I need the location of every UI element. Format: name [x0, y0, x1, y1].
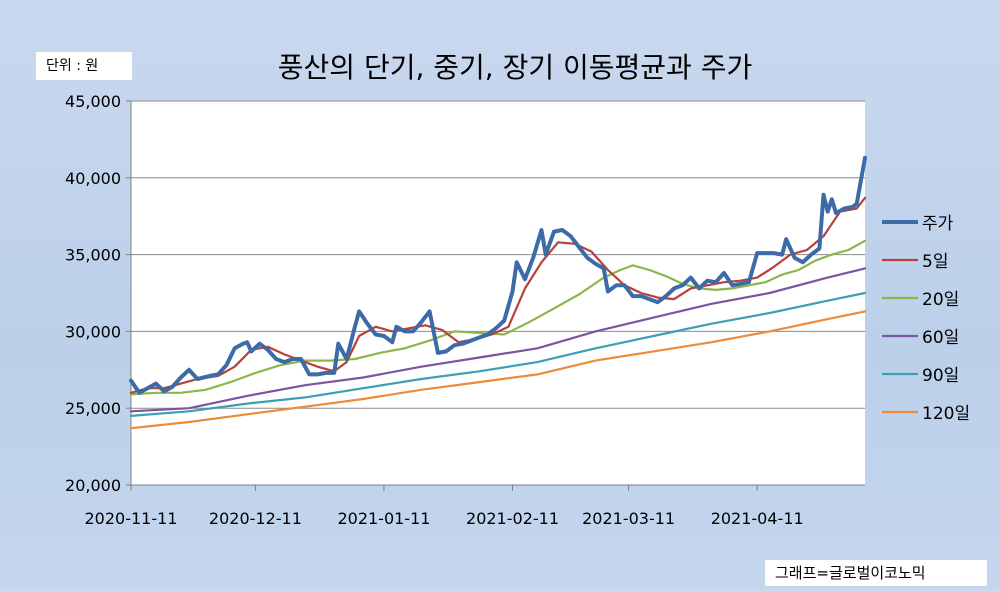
- source-label: 그래프=글로벌이코노믹: [765, 560, 987, 586]
- axis-layer: 20,000 25,000 30,000 35,000 40,000 45,000 2020…: [65, 92, 865, 528]
- series-line-ma120: [129, 310, 867, 430]
- plot-area: [131, 101, 865, 485]
- legend: 주가 5일 20일 60일 90일 120일: [882, 214, 970, 424]
- unit-label: 단위 : 원: [36, 52, 132, 80]
- y-tick-label: 20,000: [65, 476, 121, 495]
- y-tick-label: 30,000: [65, 322, 121, 341]
- legend-label-ma5: 5일: [922, 252, 948, 272]
- legend-label-price: 주가: [922, 214, 954, 234]
- series-layer: [129, 155, 867, 430]
- legend-label-ma60: 60일: [922, 328, 959, 348]
- y-tick-label: 45,000: [65, 92, 121, 111]
- series-line-ma60: [129, 267, 867, 413]
- series-line-ma90: [129, 291, 867, 417]
- x-tick-label: 2020-12-11: [209, 509, 302, 528]
- series-line-price: [129, 155, 867, 395]
- chart-title: 풍산의 단기, 중기, 장기 이동평균과 주가: [278, 51, 752, 84]
- grid-layer: [131, 100, 865, 409]
- y-tick-label: 25,000: [65, 399, 121, 418]
- x-tick-label: 2021-04-11: [711, 509, 804, 528]
- x-tick-label: 2021-03-11: [582, 509, 675, 528]
- legend-label-ma20: 20일: [922, 290, 959, 310]
- x-tick-label: 2020-11-11: [85, 509, 178, 528]
- x-tick-label: 2021-02-11: [466, 509, 559, 528]
- x-tick-label: 2021-01-11: [337, 509, 430, 528]
- series-line-ma20: [129, 239, 867, 396]
- legend-label-ma120: 120일: [922, 404, 970, 424]
- y-tick-label: 35,000: [65, 246, 121, 265]
- legend-label-ma90: 90일: [922, 366, 959, 386]
- y-tick-label: 40,000: [65, 169, 121, 188]
